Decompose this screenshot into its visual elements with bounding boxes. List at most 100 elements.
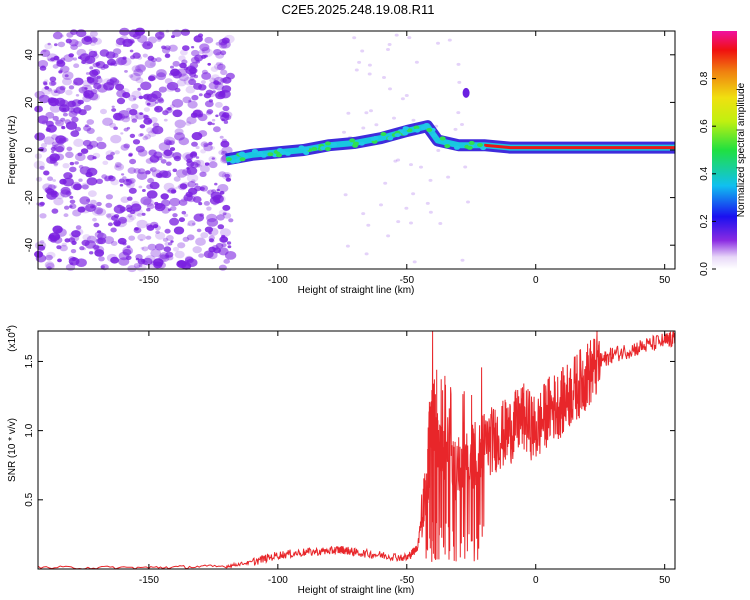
noise-point <box>172 60 180 67</box>
noise-point <box>94 249 105 257</box>
noise-point <box>208 238 214 243</box>
noise-point <box>44 261 55 269</box>
noise-point <box>122 92 131 99</box>
noise-point <box>139 133 144 137</box>
noise-point <box>210 66 219 72</box>
noise-point <box>226 241 232 245</box>
noise-point <box>77 99 84 105</box>
noise-point <box>39 201 45 206</box>
spectrogram-marks <box>33 27 675 273</box>
noise-point <box>115 57 127 66</box>
noise-point <box>126 183 131 187</box>
noise-point <box>45 254 53 261</box>
noise-point <box>93 50 98 54</box>
noise-point <box>96 136 103 142</box>
x-tick-label: -100 <box>268 275 288 286</box>
noise-point <box>133 227 142 234</box>
sparse-point <box>393 159 398 163</box>
noise-point <box>78 109 87 116</box>
noise-point <box>62 112 68 117</box>
sparse-point <box>352 36 357 40</box>
noise-point <box>143 114 149 119</box>
noise-point <box>227 245 232 249</box>
noise-point <box>133 97 137 101</box>
noise-point <box>83 36 92 42</box>
noise-point <box>147 43 151 46</box>
noise-point <box>34 105 43 113</box>
noise-point <box>93 222 100 228</box>
noise-point <box>210 146 216 150</box>
noise-point <box>60 117 66 122</box>
noise-point <box>125 179 130 182</box>
noise-point <box>152 122 160 128</box>
noise-point <box>47 42 51 46</box>
noise-point <box>137 64 147 71</box>
noise-point <box>102 117 114 127</box>
noise-point <box>81 182 90 189</box>
noise-point <box>192 246 202 254</box>
noise-point <box>64 238 71 243</box>
noise-point <box>86 177 98 186</box>
noise-point <box>145 98 157 107</box>
noise-point <box>113 126 118 130</box>
noise-point <box>132 52 141 59</box>
noise-point <box>121 173 125 176</box>
ridge-blob <box>257 151 264 156</box>
noise-point <box>223 258 230 264</box>
noise-point <box>135 64 146 73</box>
noise-point <box>111 105 115 109</box>
noise-point <box>140 41 149 47</box>
noise-point <box>172 213 178 218</box>
noise-point <box>218 264 227 271</box>
noise-point <box>125 178 134 185</box>
noise-point <box>63 54 74 62</box>
noise-point <box>219 190 225 195</box>
noise-point <box>141 246 149 252</box>
noise-point <box>119 206 127 212</box>
noise-point <box>61 126 66 130</box>
noise-point <box>34 132 46 141</box>
noise-point <box>155 31 165 40</box>
noise-point <box>186 166 198 175</box>
noise-point <box>170 189 177 194</box>
noise-point <box>163 246 172 253</box>
noise-point <box>124 215 134 223</box>
noise-point <box>126 107 132 112</box>
noise-point <box>208 81 219 90</box>
sparse-point <box>419 165 423 169</box>
noise-point <box>33 160 45 170</box>
noise-point <box>147 36 157 44</box>
ridge-blob <box>352 143 359 148</box>
noise-point <box>55 135 66 144</box>
noise-point <box>180 28 190 36</box>
noise-point <box>73 183 82 191</box>
ridge-core <box>484 143 675 150</box>
noise-point <box>221 172 232 180</box>
noise-point <box>147 243 157 251</box>
noise-point <box>146 224 155 231</box>
noise-point <box>54 43 58 47</box>
ridge-blob <box>239 151 246 156</box>
noise-point <box>217 184 229 193</box>
sparse-point <box>386 234 391 238</box>
noise-point <box>109 77 118 83</box>
noise-point <box>157 97 164 102</box>
noise-point <box>207 62 211 66</box>
noise-point <box>152 125 164 135</box>
noise-point <box>219 236 228 243</box>
noise-point <box>49 153 60 162</box>
x-tick-label: -150 <box>139 575 159 586</box>
noise-point <box>161 170 172 179</box>
noise-point <box>214 194 226 204</box>
sparse-point <box>386 48 390 51</box>
noise-point <box>163 136 176 146</box>
noise-point <box>224 173 230 178</box>
noise-point <box>208 156 217 163</box>
noise-point <box>176 185 181 189</box>
noise-point <box>45 111 55 119</box>
noise-point <box>115 165 119 168</box>
noise-point <box>146 190 158 199</box>
ridge-blob <box>454 145 460 150</box>
noise-point <box>80 148 89 154</box>
